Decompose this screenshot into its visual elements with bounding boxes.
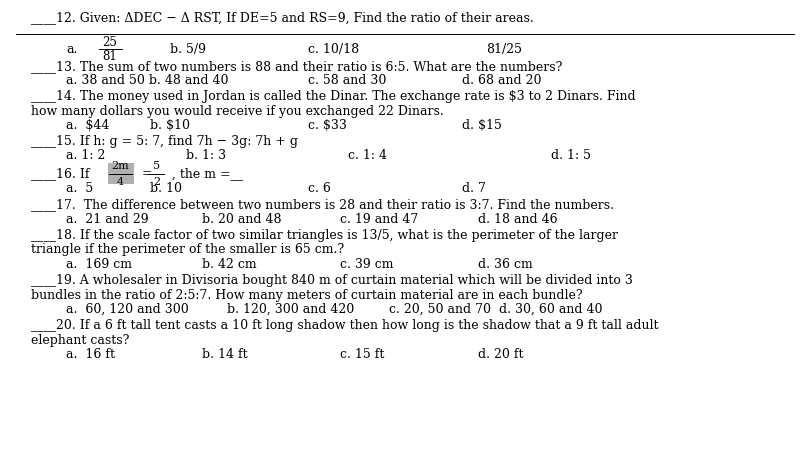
Text: =: =	[142, 167, 152, 180]
Text: a.  169 cm: a. 169 cm	[66, 258, 132, 271]
Text: 81/25: 81/25	[486, 42, 522, 56]
Text: a.  21 and 29: a. 21 and 29	[66, 213, 149, 226]
Text: ____16. If: ____16. If	[31, 167, 93, 180]
Text: c. 6: c. 6	[308, 182, 330, 195]
Text: b. 120, 300 and 420: b. 120, 300 and 420	[227, 303, 354, 316]
Text: c. 15 ft: c. 15 ft	[340, 348, 385, 361]
Text: triangle if the perimeter of the smaller is 65 cm.?: triangle if the perimeter of the smaller…	[31, 243, 344, 256]
Bar	[108, 163, 134, 184]
Text: b. 42 cm: b. 42 cm	[202, 258, 257, 271]
Text: ____17.  The difference between two numbers is 28 and their ratio is 3:7. Find t: ____17. The difference between two numbe…	[31, 198, 614, 212]
Text: ____20. If a 6 ft tall tent casts a 10 ft long shadow then how long is the shado: ____20. If a 6 ft tall tent casts a 10 f…	[31, 319, 659, 333]
Text: a.  60, 120 and 300: a. 60, 120 and 300	[66, 303, 190, 316]
Text: a. 38 and 50 b. 48 and 40: a. 38 and 50 b. 48 and 40	[66, 74, 229, 87]
Text: c. 1: 4: c. 1: 4	[348, 149, 387, 163]
Text: a.: a.	[66, 42, 78, 56]
Text: elephant casts?: elephant casts?	[31, 334, 129, 347]
Text: d. 20 ft: d. 20 ft	[478, 348, 523, 361]
Text: d. 1: 5: d. 1: 5	[551, 149, 590, 163]
Text: a. 1: 2: a. 1: 2	[66, 149, 106, 163]
Text: a.  $44: a. $44	[66, 119, 110, 132]
Text: d. 36 cm: d. 36 cm	[478, 258, 533, 271]
Text: c. 58 and 30: c. 58 and 30	[308, 74, 386, 87]
Text: a.  16 ft: a. 16 ft	[66, 348, 115, 361]
Text: ____14. The money used in Jordan is called the Dinar. The exchange rate is $3 to: ____14. The money used in Jordan is call…	[31, 90, 635, 103]
Text: 4: 4	[117, 177, 123, 187]
Text: 5: 5	[153, 161, 160, 171]
Text: b. 5/9: b. 5/9	[170, 42, 206, 56]
Text: ____19. A wholesaler in Divisoria bought 840 m of curtain material which will be: ____19. A wholesaler in Divisoria bought…	[31, 274, 633, 287]
Text: d. 68 and 20: d. 68 and 20	[462, 74, 541, 87]
Text: a.  5: a. 5	[66, 182, 94, 195]
Text: ____15. If h: g = 5: 7, find 7h − 3g: 7h + g: ____15. If h: g = 5: 7, find 7h − 3g: 7h…	[31, 135, 298, 148]
Text: d. $15: d. $15	[462, 119, 501, 132]
Text: ____18. If the scale factor of two similar triangles is 13/5, what is the perime: ____18. If the scale factor of two simil…	[31, 229, 618, 242]
Text: b. 1: 3: b. 1: 3	[186, 149, 227, 163]
Text: 2m: 2m	[111, 161, 129, 171]
Text: c. $33: c. $33	[308, 119, 347, 132]
Text: c. 39 cm: c. 39 cm	[340, 258, 394, 271]
Text: b. 20 and 48: b. 20 and 48	[202, 213, 282, 226]
Text: how many dollars you would receive if you exchanged 22 Dinars.: how many dollars you would receive if yo…	[31, 105, 444, 118]
Text: b. 10: b. 10	[150, 182, 182, 195]
Text: d. 18 and 46: d. 18 and 46	[478, 213, 557, 226]
Text: d. 7: d. 7	[462, 182, 485, 195]
Text: ____12. Given: ΔDEC − Δ RST, If DE=5 and RS=9, Find the ratio of their areas.: ____12. Given: ΔDEC − Δ RST, If DE=5 and…	[31, 11, 534, 24]
Text: 81: 81	[102, 50, 117, 63]
Text: c. 20, 50 and 70  d. 30, 60 and 40: c. 20, 50 and 70 d. 30, 60 and 40	[389, 303, 603, 316]
Text: c. 19 and 47: c. 19 and 47	[340, 213, 419, 226]
Text: bundles in the ratio of 2:5:7. How many meters of curtain material are in each b: bundles in the ratio of 2:5:7. How many …	[31, 289, 582, 302]
Text: , the m =__: , the m =__	[172, 167, 243, 180]
Text: 2: 2	[153, 177, 160, 187]
Text: ____13. The sum of two numbers is 88 and their ratio is 6:5. What are the number: ____13. The sum of two numbers is 88 and…	[31, 60, 562, 73]
Text: 25: 25	[102, 35, 117, 49]
Text: b. $10: b. $10	[150, 119, 190, 132]
Text: b. 14 ft: b. 14 ft	[202, 348, 248, 361]
Text: c. 10/18: c. 10/18	[308, 42, 359, 56]
